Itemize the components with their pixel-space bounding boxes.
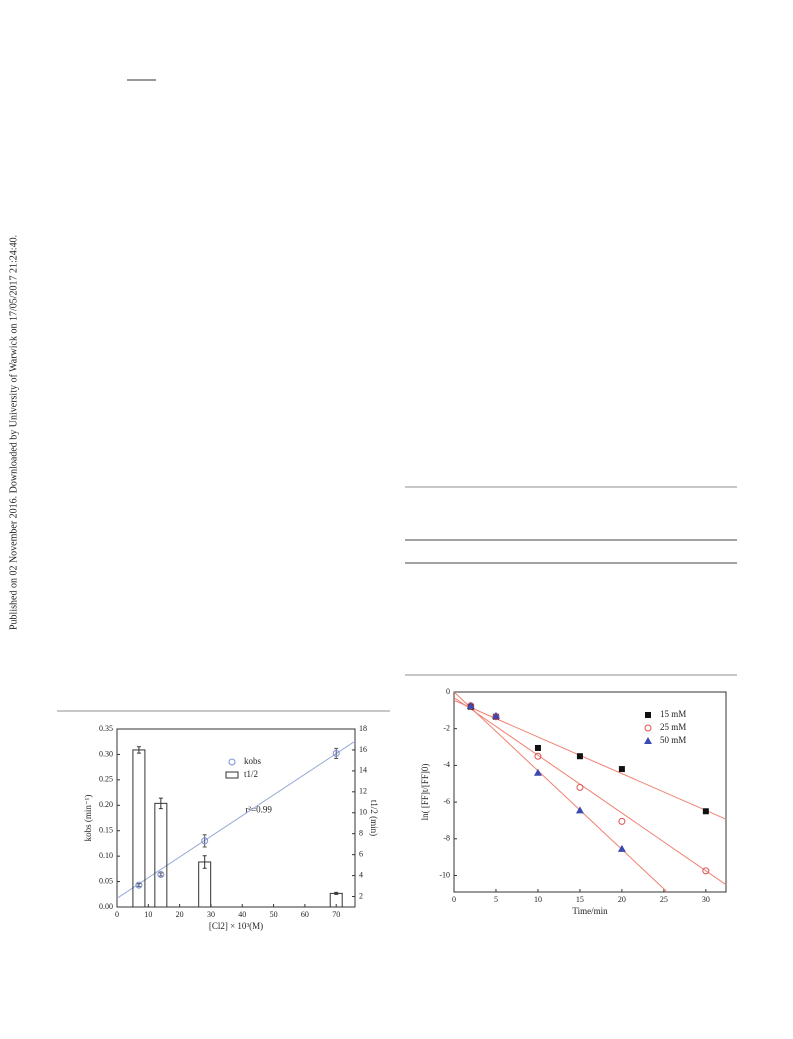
marker bbox=[617, 844, 626, 852]
x-tick-label: 10 bbox=[144, 910, 152, 919]
marker bbox=[332, 749, 340, 757]
x-tick-label: 0 bbox=[115, 910, 119, 919]
legend-label: 25 mM bbox=[660, 722, 686, 732]
y2-tick-label: 2 bbox=[359, 891, 363, 900]
marker bbox=[534, 752, 542, 760]
y-tick-label: -10 bbox=[439, 870, 450, 879]
x-tick-label: 15 bbox=[576, 895, 584, 904]
error-bar bbox=[334, 747, 339, 759]
marker bbox=[645, 712, 651, 718]
y-tick-label: 0.15 bbox=[99, 826, 113, 835]
y2-tick-label: 10 bbox=[359, 808, 367, 817]
x-tick-label: 50 bbox=[270, 910, 278, 919]
annotation: r²=0.99 bbox=[245, 804, 272, 814]
y-tick-label: 0.10 bbox=[99, 851, 113, 860]
error-bar bbox=[136, 746, 141, 754]
error-bar bbox=[334, 891, 339, 895]
x-tick-label: 40 bbox=[238, 910, 246, 919]
error-bar bbox=[158, 797, 163, 810]
y-tick-label: -2 bbox=[443, 724, 450, 733]
legend-swatch bbox=[225, 771, 239, 779]
x-tick-label: 0 bbox=[452, 895, 456, 904]
marker bbox=[618, 817, 626, 825]
x-tick-label: 10 bbox=[534, 895, 542, 904]
y-tick-label: 0.30 bbox=[99, 749, 113, 758]
fit-line bbox=[453, 699, 727, 820]
marker bbox=[533, 768, 542, 776]
y2-axis-label: t1/2 (min) bbox=[369, 800, 379, 836]
y-tick-label: 0.05 bbox=[99, 876, 113, 885]
fit-line bbox=[453, 691, 668, 893]
watermark: Published on 02 November 2016. Downloade… bbox=[8, 235, 19, 630]
legend-label: kobs bbox=[244, 756, 262, 766]
error-bar bbox=[158, 872, 163, 877]
x-axis-label: [Cl2] × 10³(M) bbox=[209, 921, 263, 931]
error-bar bbox=[202, 834, 207, 848]
marker bbox=[644, 737, 652, 744]
marker bbox=[228, 758, 236, 766]
error-bar bbox=[202, 855, 207, 869]
x-tick-label: 60 bbox=[301, 910, 309, 919]
x-tick-label: 70 bbox=[332, 910, 340, 919]
fit-line bbox=[453, 697, 727, 886]
x-tick-label: 25 bbox=[660, 895, 668, 904]
legend-label: 15 mM bbox=[660, 709, 686, 719]
fit-line bbox=[116, 740, 356, 899]
y-tick-label: 0 bbox=[446, 687, 450, 696]
error-bar bbox=[136, 883, 141, 888]
y2-tick-label: 8 bbox=[359, 829, 363, 838]
y-axis-label: ln( [FF]t/[FF]0) bbox=[420, 764, 430, 821]
legend-label: 50 mM bbox=[660, 735, 686, 745]
x-axis-label: Time/min bbox=[572, 906, 608, 916]
bar bbox=[154, 802, 168, 908]
x-tick-label: 30 bbox=[207, 910, 215, 919]
y2-tick-label: 4 bbox=[359, 870, 363, 879]
y2-tick-label: 6 bbox=[359, 849, 363, 858]
marker bbox=[135, 881, 143, 889]
marker bbox=[575, 806, 584, 814]
y-tick-label: 0.20 bbox=[99, 800, 113, 809]
y-tick-label: 0.25 bbox=[99, 775, 113, 784]
y2-tick-label: 18 bbox=[359, 724, 367, 733]
marker bbox=[576, 753, 583, 760]
x-tick-label: 20 bbox=[618, 895, 626, 904]
marker bbox=[201, 837, 209, 845]
y-tick-label: 0.35 bbox=[99, 724, 113, 733]
y-tick-label: -4 bbox=[443, 760, 450, 769]
y-tick-label: -6 bbox=[443, 797, 450, 806]
y2-tick-label: 16 bbox=[359, 745, 367, 754]
marker bbox=[644, 724, 652, 732]
marker bbox=[702, 867, 710, 875]
plot-frame bbox=[116, 728, 356, 908]
x-tick-label: 5 bbox=[494, 895, 498, 904]
y-tick-label: -8 bbox=[443, 834, 450, 843]
y-axis-label: kobs (min⁻¹) bbox=[83, 795, 93, 842]
marker bbox=[702, 808, 709, 815]
marker bbox=[534, 744, 541, 751]
x-tick-label: 20 bbox=[176, 910, 184, 919]
y-tick-label: 0.00 bbox=[99, 902, 113, 911]
marker bbox=[576, 783, 584, 791]
marker bbox=[466, 701, 475, 709]
y2-tick-label: 12 bbox=[359, 787, 367, 796]
marker bbox=[491, 711, 500, 719]
legend-label: t1/2 bbox=[244, 769, 258, 779]
x-tick-label: 30 bbox=[702, 895, 710, 904]
y2-tick-label: 14 bbox=[359, 766, 367, 775]
plot-frame bbox=[453, 691, 727, 893]
marker bbox=[618, 766, 625, 773]
marker bbox=[157, 870, 165, 878]
